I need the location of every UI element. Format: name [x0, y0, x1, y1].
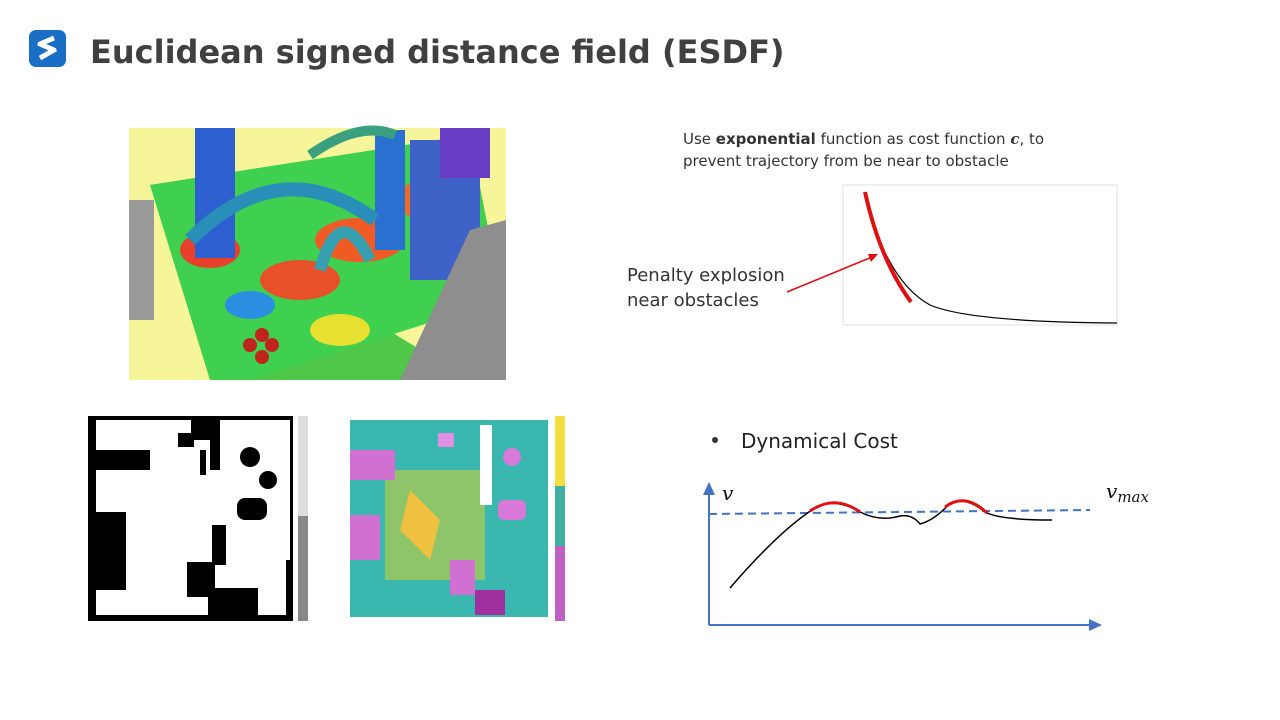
penalty-label: near obstacles — [627, 290, 759, 311]
dynamical-cost-label: Dynamical Cost — [741, 429, 898, 453]
vmax-sub: max — [1117, 488, 1149, 506]
arrow-head — [868, 254, 878, 262]
cost-note-line1: Use exponential function as cost functio… — [683, 130, 1044, 148]
text-part: exponential — [716, 130, 816, 148]
slide-title: Euclidean signed distance field (ESDF) — [90, 33, 785, 71]
text-part: c — [1010, 130, 1019, 148]
arrow — [786, 256, 873, 293]
v-axis-label: v — [722, 481, 734, 505]
text-part: Use — [683, 130, 716, 148]
logo-mark — [37, 35, 57, 61]
esdf-2d-image — [345, 416, 565, 621]
velocity-diagram — [703, 482, 1102, 631]
text-part: , to — [1019, 130, 1044, 148]
vmax-label: vmax — [1106, 479, 1149, 506]
bullet — [712, 437, 718, 443]
vmax-base: v — [1106, 479, 1118, 503]
cost-note-line2: prevent trajectory from be near to obsta… — [683, 152, 1009, 170]
occupancy-map-image — [88, 416, 308, 621]
text-part: function as cost function — [816, 130, 1011, 148]
esdf-3d-image — [129, 125, 506, 380]
penalty-label: Penalty explosion — [627, 265, 785, 286]
exponential-plot-image — [842, 184, 1118, 326]
